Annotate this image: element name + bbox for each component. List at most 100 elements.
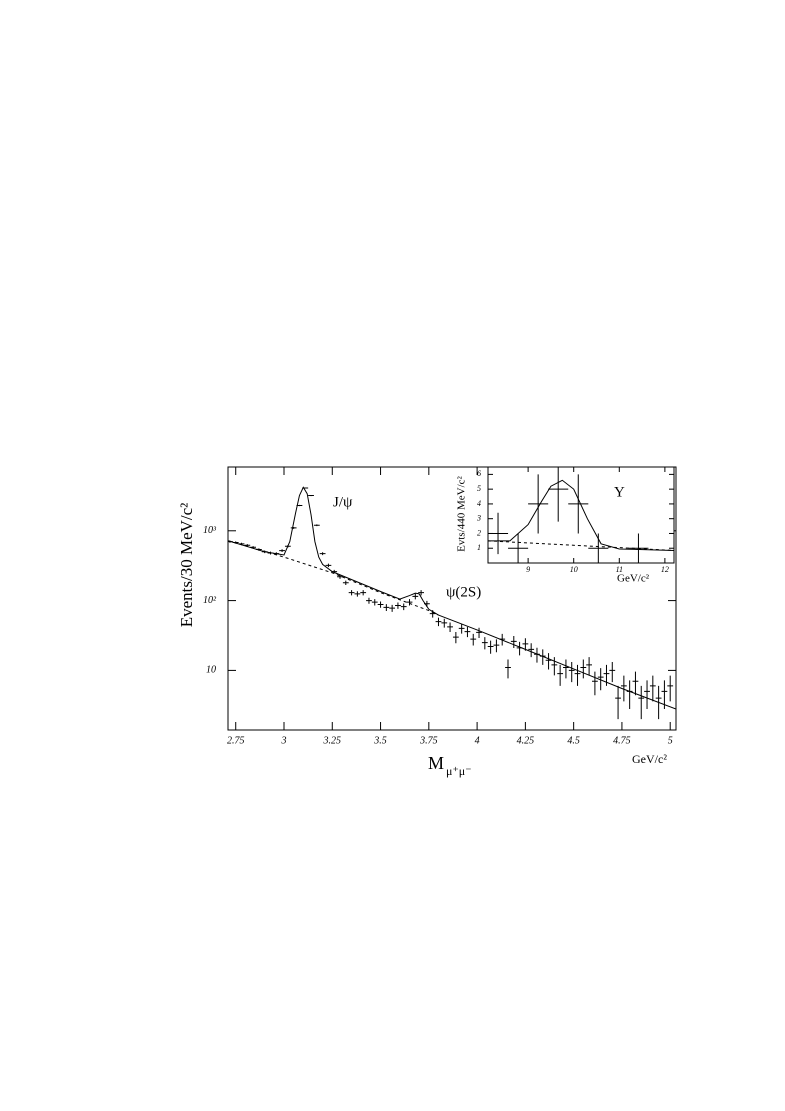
background-curve: [488, 540, 674, 551]
data-point: [360, 590, 367, 596]
data-point: [551, 657, 558, 676]
x-label-main: M: [428, 753, 444, 773]
data-point: [481, 637, 488, 650]
data-point: [325, 563, 332, 568]
data-point: [563, 659, 569, 679]
x-label-sub: μ⁺μ⁻: [446, 764, 472, 778]
data-point: [574, 664, 581, 686]
fit-curve: [228, 486, 676, 710]
x-tick-label: 12: [661, 565, 669, 574]
annotation: Υ: [614, 484, 625, 500]
data-point: [609, 661, 616, 683]
x-tick-label: 4: [475, 735, 480, 746]
data-point: [638, 685, 645, 720]
data-point: [377, 601, 384, 608]
series-group: [488, 467, 674, 563]
data-point: [488, 512, 509, 555]
data-point: [487, 640, 494, 654]
data-point: [557, 664, 564, 686]
x-tick-label: 4.5: [567, 735, 580, 746]
x-tick-label: 2.75: [227, 735, 245, 746]
background-curve: [228, 540, 439, 616]
data-point: [528, 474, 549, 534]
data-point: [418, 590, 424, 596]
data-point: [667, 675, 674, 702]
annotation: J/ψ: [333, 494, 353, 510]
data-point: [476, 627, 482, 639]
data-point: [522, 638, 529, 651]
x-unit: GeV/c²: [617, 573, 650, 585]
series-group: [228, 486, 676, 720]
data-point: [452, 631, 459, 644]
data-point: [290, 527, 297, 529]
x-unit: GeV/c²: [632, 752, 667, 766]
data-point: [441, 618, 448, 628]
data-point: [528, 643, 535, 658]
y-axis-label: Events/30 MeV/c²: [177, 503, 196, 628]
y-tick-label: 2: [477, 528, 481, 537]
plot-frame: [487, 466, 675, 564]
data-point: [470, 633, 477, 646]
data-point: [592, 671, 598, 696]
data-point: [366, 597, 372, 604]
data-point: [597, 668, 604, 691]
x-tick-label: 3.75: [419, 735, 438, 746]
y-tick-label: 3: [476, 514, 481, 523]
annotation: ψ(2S): [446, 584, 481, 600]
data-point: [464, 626, 471, 638]
data-point: [568, 661, 575, 683]
y-tick-label: 10³: [203, 525, 217, 536]
data-point: [354, 591, 361, 597]
data-point: [632, 671, 639, 696]
data-point: [371, 599, 378, 606]
x-tick-label: 11: [616, 565, 623, 574]
data-point: [447, 622, 453, 632]
data-point: [620, 675, 627, 702]
y-tick-label: 4: [477, 499, 481, 508]
data-point: [649, 675, 656, 702]
data-point: [389, 604, 396, 612]
x-tick-label: 3: [281, 735, 287, 746]
data-point: [435, 617, 442, 627]
data-point: [458, 623, 465, 634]
data-point: [493, 639, 500, 653]
data-point: [644, 680, 650, 709]
y-tick-label: 10²: [203, 595, 217, 606]
data-point: [308, 494, 314, 497]
y-axis-label: Evts/440 MeV/c²: [456, 475, 468, 551]
data-point: [580, 659, 587, 679]
x-tick-label: 3.5: [373, 735, 387, 746]
y-tick-label: 1: [477, 543, 481, 552]
data-point: [383, 604, 390, 611]
data-point: [313, 524, 320, 527]
y-tick-label: 5: [477, 484, 481, 493]
y-tick-label: 6: [477, 469, 481, 478]
x-tick-label: 4.75: [613, 735, 631, 746]
data-point: [279, 549, 285, 552]
y-tick-label: 10: [206, 665, 216, 676]
data-point: [615, 685, 621, 720]
fit-curve: [488, 479, 674, 551]
x-tick-label: 9: [526, 565, 530, 574]
data-point: [348, 590, 355, 596]
data-point: [510, 636, 517, 649]
data-point: [412, 593, 419, 600]
x-tick-label: 3.25: [323, 735, 342, 746]
data-point: [505, 659, 511, 679]
x-tick-label: 10: [570, 565, 578, 574]
data-point: [586, 657, 592, 676]
data-point: [568, 474, 589, 534]
data-point: [337, 574, 343, 579]
x-tick-label: 4.25: [517, 735, 535, 746]
data-point: [400, 603, 407, 611]
data-point: [342, 580, 349, 586]
data-point: [548, 467, 569, 522]
data-point: [508, 533, 529, 563]
data-point: [319, 552, 326, 556]
x-tick-label: 5: [668, 735, 673, 746]
data-point: [406, 599, 413, 606]
